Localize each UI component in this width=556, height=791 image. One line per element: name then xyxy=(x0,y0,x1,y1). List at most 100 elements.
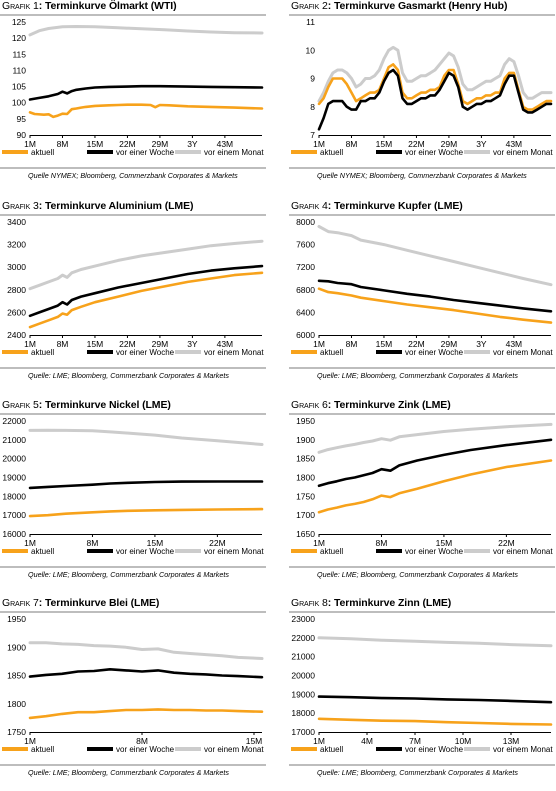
legend-label-vor-einem-monat: vor einem Monat xyxy=(204,348,264,357)
y-tick-label: 11 xyxy=(306,17,315,27)
legend-rule xyxy=(289,566,555,568)
y-tick-label: 9 xyxy=(310,74,315,84)
x-tick-label: 22M xyxy=(408,139,425,149)
x-tick-label: 10M xyxy=(455,736,472,746)
chart-number: 3 xyxy=(33,200,39,212)
x-tick-label: 43M xyxy=(217,339,234,349)
y-tick-label: 6800 xyxy=(296,285,315,295)
y-tick-label: 6400 xyxy=(296,307,315,317)
series-line-vor-einer-woche xyxy=(28,668,264,679)
chart-title-text: Terminkurve Aluminium (LME) xyxy=(44,200,194,212)
y-tick-label: 20000 xyxy=(2,454,26,464)
y-tick-label: 22000 xyxy=(2,416,26,426)
y-tick-label: 7600 xyxy=(296,240,315,250)
chart-panel-7: Grafik 7: Terminkurve Blei (LME) 1750 1800… xyxy=(0,597,266,787)
series-line-aktuell xyxy=(28,271,264,329)
chart-title-text: Terminkurve Kupfer (LME) xyxy=(333,200,463,212)
legend-rule xyxy=(289,167,555,169)
x-tick-label: 22M xyxy=(209,538,226,548)
legend-rule xyxy=(0,566,266,568)
chart-prefix: Grafik xyxy=(291,200,320,212)
legend-label-aktuell: aktuell xyxy=(31,745,54,754)
legend-label-aktuell: aktuell xyxy=(320,148,343,157)
chart-title: Grafik 4: Terminkurve Kupfer (LME) xyxy=(291,200,463,212)
y-tick-label: 21000 xyxy=(291,652,315,662)
x-tick-label: 22M xyxy=(408,339,425,349)
x-tick-label: 43M xyxy=(506,139,523,149)
y-tick-label: 2600 xyxy=(7,307,26,317)
chart-svg: 2400 2600 2800 3000 3200 3400 1M 8M 15M 22M 29M 3Y 4… xyxy=(2,217,264,357)
x-tick-label: 8M xyxy=(57,139,69,149)
y-tick-label: 1750 xyxy=(296,491,315,501)
source-note: Quelle: LME; Bloomberg, Commerzbank Corp… xyxy=(28,570,229,579)
chart-panel-6: Grafik 6: Terminkurve Zink (LME) 1650 1700… xyxy=(289,399,555,589)
x-tick-label: 8M xyxy=(87,538,99,548)
series-line-vor-einem-monat xyxy=(28,239,264,291)
x-tick-label: 22M xyxy=(119,339,136,349)
series-line-vor-einem-monat xyxy=(28,641,264,660)
series-line-vor-einer-woche xyxy=(28,84,264,101)
x-tick-label: 43M xyxy=(217,139,234,149)
series-line-aktuell xyxy=(28,103,264,119)
x-tick-label: 15M xyxy=(246,736,263,746)
y-tick-label: 1950 xyxy=(7,614,26,624)
chart-prefix: Grafik xyxy=(291,399,320,411)
series-line-vor-einer-woche xyxy=(28,480,264,490)
x-tick-label: 15M xyxy=(87,339,104,349)
x-tick-label: 1M xyxy=(313,736,325,746)
chart-prefix: Grafik xyxy=(291,0,320,12)
series-line-aktuell xyxy=(317,63,553,111)
series-line-aktuell xyxy=(317,717,553,726)
chart-prefix: Grafik xyxy=(2,0,31,12)
x-tick-label: 8M xyxy=(346,139,358,149)
legend-label-vor-einer-woche: vor einer Woche xyxy=(116,547,175,556)
legend-label-aktuell: aktuell xyxy=(320,348,343,357)
source-note: Quelle: LME; Bloomberg, Commerzbank Corp… xyxy=(317,768,518,777)
x-tick-label: 3Y xyxy=(187,139,198,149)
chart-svg: 16000 17000 18000 19000 20000 21000 22000 1M 8M 1… xyxy=(2,416,264,556)
legend-rule xyxy=(289,764,555,766)
x-tick-label: 15M xyxy=(87,139,104,149)
series-line-vor-einer-woche xyxy=(317,695,553,704)
chart-title-text: Terminkurve Ölmarkt (WTI) xyxy=(44,0,177,12)
x-tick-label: 29M xyxy=(152,339,169,349)
chart-svg: 90 95 100 105 110 115 120 125 1M 8M 15M 22M 29M 3Y 43M… xyxy=(2,17,264,157)
legend-label-vor-einem-monat: vor einem Monat xyxy=(493,348,553,357)
chart-title: Grafik 3: Terminkurve Aluminium (LME) xyxy=(2,200,194,212)
chart-number: 5 xyxy=(33,399,39,411)
y-tick-label: 110 xyxy=(12,65,26,75)
x-tick-label: 8M xyxy=(376,538,388,548)
legend-rule xyxy=(0,167,266,169)
chart-title-text: Terminkurve Nickel (LME) xyxy=(44,399,171,411)
source-note: Quelle NYMEX; Bloomberg, Commerzbank Cor… xyxy=(317,171,527,180)
chart-title-text: Terminkurve Gasmarkt (Henry Hub) xyxy=(333,0,508,12)
chart-number: 1 xyxy=(33,0,39,12)
title-rule xyxy=(0,413,266,415)
series-line-aktuell xyxy=(28,708,264,720)
source-note: Quelle: LME; Bloomberg, Commerzbank Corp… xyxy=(317,570,518,579)
chart-number: 6 xyxy=(322,399,328,411)
series-line-aktuell xyxy=(28,507,264,518)
y-tick-label: 2400 xyxy=(7,330,26,340)
x-tick-label: 15M xyxy=(436,538,453,548)
chart-title: Grafik 8: Terminkurve Zinn (LME) xyxy=(291,597,452,609)
x-tick-label: 1M xyxy=(24,139,36,149)
legend-label-vor-einem-monat: vor einem Monat xyxy=(204,148,264,157)
title-rule xyxy=(0,611,266,613)
legend-rule xyxy=(0,367,266,369)
y-tick-label: 105 xyxy=(12,82,26,92)
series-line-aktuell xyxy=(317,459,553,514)
title-rule xyxy=(0,214,266,216)
legend-label-vor-einem-monat: vor einem Monat xyxy=(204,745,264,754)
legend-label-vor-einem-monat: vor einem Monat xyxy=(204,547,264,556)
title-rule xyxy=(289,14,555,16)
legend-rule xyxy=(289,367,555,369)
title-rule xyxy=(289,611,555,613)
x-tick-label: 29M xyxy=(152,139,169,149)
y-tick-label: 19000 xyxy=(291,689,315,699)
y-tick-label: 1850 xyxy=(296,454,315,464)
y-tick-label: 20000 xyxy=(291,671,315,681)
legend-label-aktuell: aktuell xyxy=(31,348,54,357)
title-rule xyxy=(289,413,555,415)
x-tick-label: 3Y xyxy=(187,339,198,349)
